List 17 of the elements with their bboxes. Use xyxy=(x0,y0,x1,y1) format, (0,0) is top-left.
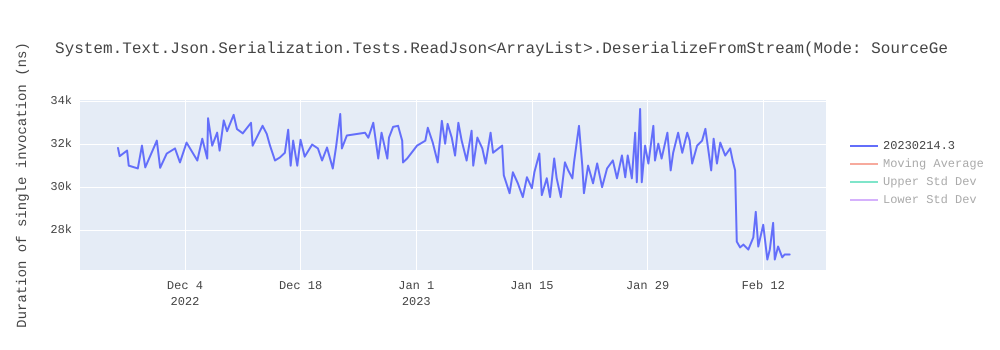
x-tick-label: Jan 29 xyxy=(626,279,670,293)
x-tick-label: Jan 1 2023 xyxy=(398,279,434,309)
y-tick-label: 34k xyxy=(50,94,72,108)
legend-label: 20230214.3 xyxy=(883,139,956,153)
line-series xyxy=(117,108,791,260)
legend-label: Lower Std Dev xyxy=(883,193,977,207)
legend-label: Upper Std Dev xyxy=(883,175,977,189)
y-tick-label: 28k xyxy=(50,223,72,238)
chart-title: System.Text.Json.Serialization.Tests.ReadJson<ArrayList>.DeserializeFromStream(Mode: SourceGe xyxy=(55,40,948,58)
x-tick-label: Dec 18 xyxy=(278,279,322,293)
x-tick-label: Dec 4 2022 xyxy=(166,279,203,309)
x-tick-label: Feb 12 xyxy=(742,279,785,293)
y-tick-label: 32k xyxy=(50,137,72,152)
y-axis-title: Duration of single invocation (ns) xyxy=(15,42,31,328)
y-tick-label: 30k xyxy=(50,180,72,194)
x-tick-label: Jan 15 xyxy=(510,279,554,293)
legend-label: Moving Average xyxy=(883,157,984,171)
